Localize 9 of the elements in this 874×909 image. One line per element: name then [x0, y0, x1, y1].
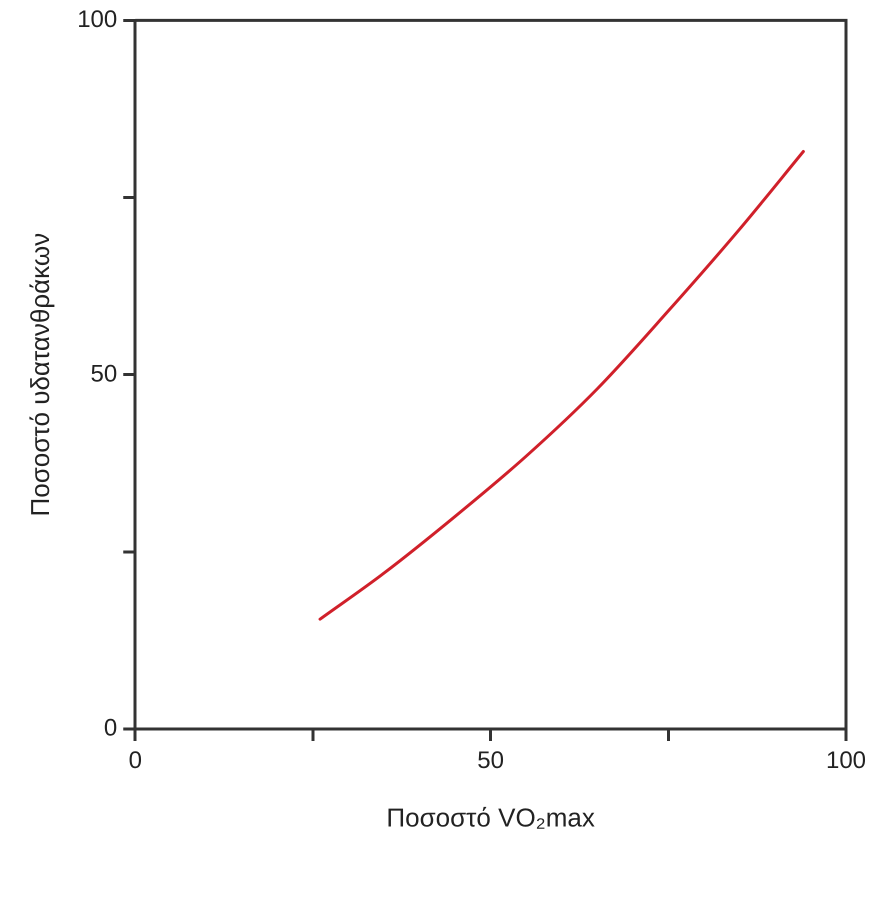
x-tick-label: 100: [826, 747, 866, 774]
x-tick-label: 50: [477, 747, 504, 774]
x-axis-title: Ποσοστό VO₂max: [386, 802, 595, 833]
y-tick-label: 50: [90, 360, 118, 388]
y-tick-label: 0: [104, 714, 118, 742]
y-tick-label: 100: [77, 6, 118, 34]
x-tick-label: 0: [128, 747, 142, 774]
y-axis-title: Ποσοστό υδατανθράκων: [24, 232, 55, 517]
line-series: [318, 150, 805, 621]
